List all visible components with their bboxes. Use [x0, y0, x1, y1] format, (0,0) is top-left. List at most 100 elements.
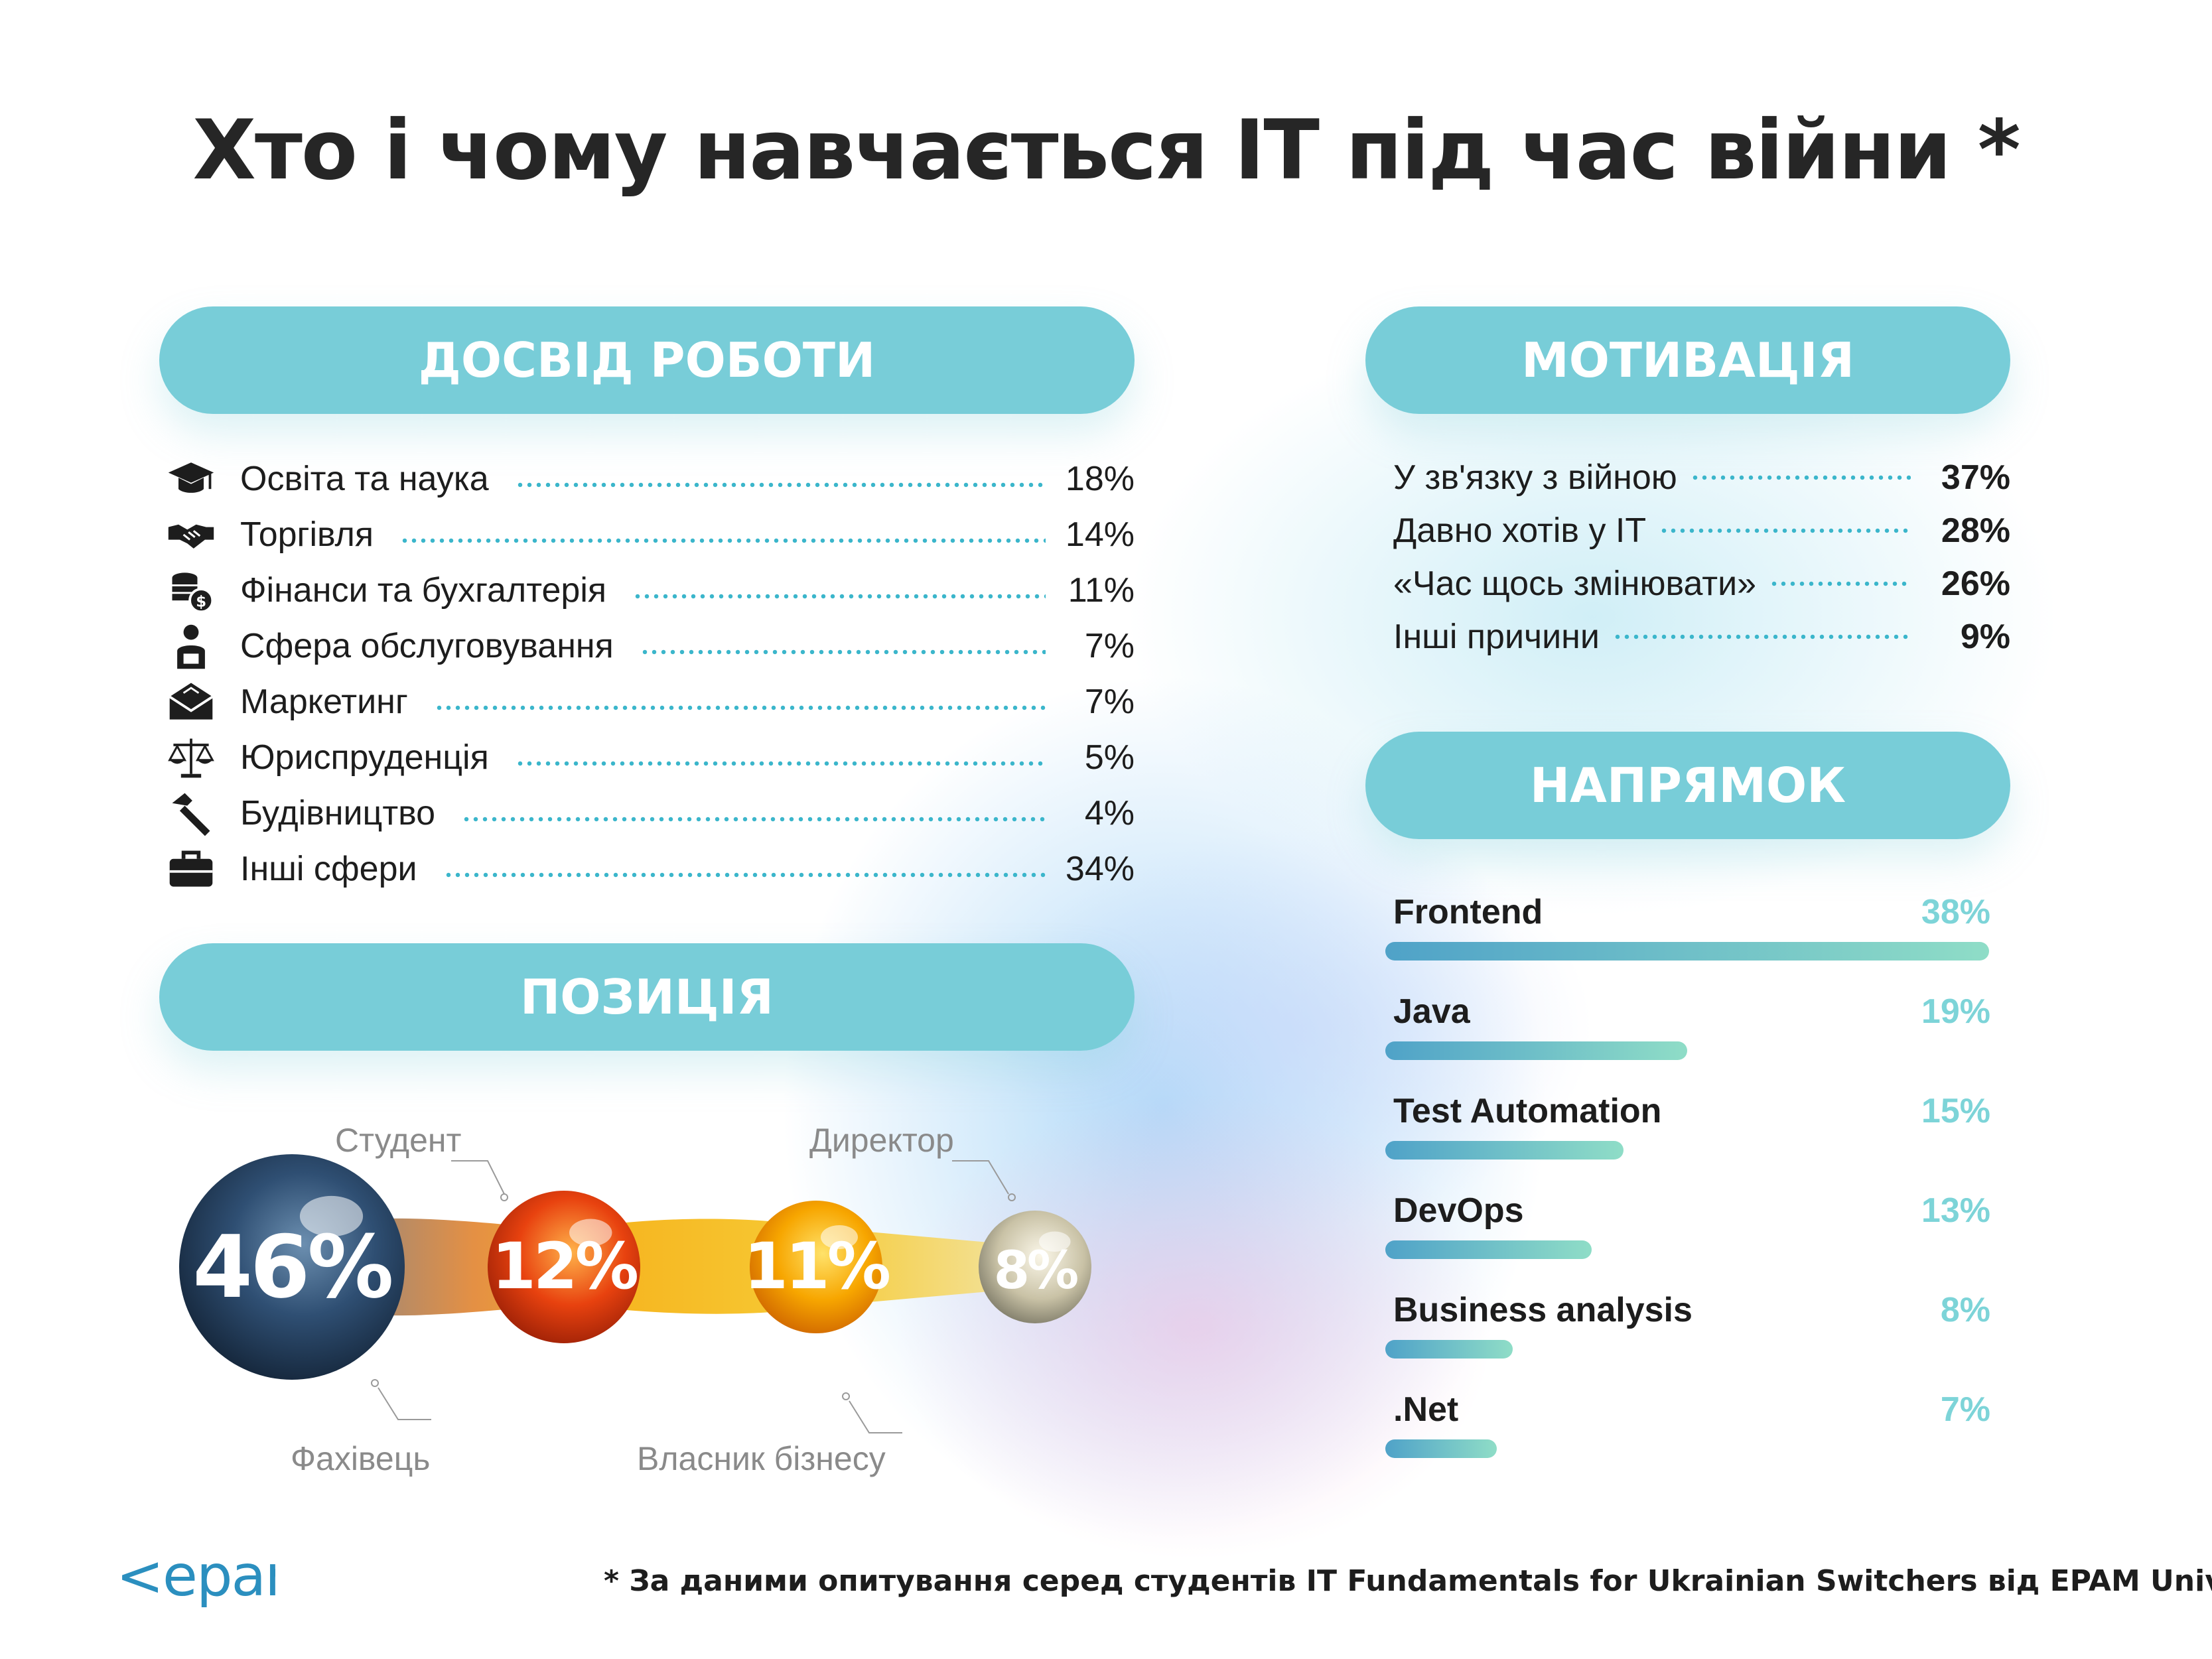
leader-line — [451, 1160, 505, 1195]
page-title: Хто і чому навчається IT під час війни * — [192, 103, 2020, 198]
motivation-value: 28% — [1941, 511, 2010, 550]
experience-header: ДОСВІД РОБОТИ — [159, 306, 1135, 414]
list-item: Сфера обслуговування 7% — [166, 618, 1135, 674]
bubble-value-label: 11% — [744, 1229, 890, 1303]
bubble-highlight — [299, 1195, 364, 1237]
experience-value: 7% — [1084, 683, 1135, 721]
bubble-value-label: 46% — [192, 1217, 391, 1317]
bar-value-label: 19% — [1921, 992, 1990, 1031]
bubble-value-label: 8% — [994, 1241, 1077, 1301]
dotted-leader — [1769, 580, 1911, 588]
bar-label: .Net — [1393, 1390, 1459, 1429]
motivation-label: Інші причини — [1393, 618, 1600, 656]
motivation-value: 9% — [1960, 618, 2010, 656]
leader-line — [952, 1160, 1009, 1195]
envelope-icon — [169, 683, 214, 720]
experience-label: Торгівля — [240, 515, 374, 554]
bar-label: Java — [1393, 992, 1470, 1031]
experience-label: Освіта та наука — [240, 460, 489, 498]
epam-logo: <epam> — [116, 1543, 367, 1626]
motivation-label: У зв'язку з війною — [1393, 458, 1677, 497]
bar-label: DevOps — [1393, 1191, 1524, 1230]
bar — [1385, 1439, 1497, 1458]
experience-value: 7% — [1084, 627, 1135, 665]
bubble-highlight — [1038, 1231, 1071, 1252]
list-item: Маркетинг 7% — [166, 674, 1135, 730]
hammer-icon — [172, 793, 210, 836]
bar-value-label: 15% — [1921, 1092, 1990, 1130]
experience-value: 4% — [1084, 794, 1135, 832]
position-header: ПОЗИЦІЯ — [159, 943, 1135, 1051]
list-item: Освіта та наука 18% — [166, 451, 1135, 507]
motivation-label: «Час щось змінювати» — [1393, 564, 1757, 603]
handshake-icon — [168, 524, 214, 549]
position-bubble-chart: 46% 12% 11% 8% — [179, 1154, 1091, 1433]
list-item: Будівництво 4% — [166, 785, 1135, 841]
list-item: Інші причини 9% — [1393, 610, 2010, 663]
service-worker-icon — [177, 624, 205, 669]
dotted-leader — [400, 537, 1046, 545]
leader-dot — [842, 1392, 850, 1400]
bar-value-label: 13% — [1921, 1191, 1990, 1230]
footnote: * За даними опитування серед студентів I… — [604, 1564, 2212, 1598]
experience-label: Юриспруденція — [240, 738, 489, 777]
briefcase-icon — [169, 850, 213, 887]
leader-line — [378, 1387, 431, 1420]
direction-header: НАПРЯМОК — [1365, 732, 2010, 839]
dotted-leader — [640, 648, 1046, 656]
motivation-label: Давно хотів у IT — [1393, 511, 1647, 550]
position-label-specialist: Фахівець — [291, 1440, 431, 1477]
bubble-highlight — [821, 1225, 858, 1249]
position-label-director: Директор — [809, 1122, 954, 1159]
bar-label: Test Automation — [1393, 1092, 1662, 1130]
dotted-leader — [1690, 474, 1911, 482]
bubble-highlight — [569, 1219, 612, 1246]
list-item: Торгівля 14% — [166, 507, 1135, 563]
dotted-leader — [633, 592, 1046, 600]
motivation-value: 37% — [1941, 458, 2010, 497]
leader-dot — [1008, 1193, 1016, 1201]
list-item: У зв'язку з війною 37% — [1393, 451, 2010, 504]
bubble-value-label: 12% — [492, 1229, 638, 1303]
bar-value-label: 8% — [1940, 1291, 1990, 1329]
dotted-leader — [434, 704, 1046, 712]
bar-label: Business analysis — [1393, 1291, 1693, 1329]
bar — [1385, 942, 1989, 961]
graduation-cap-icon — [168, 462, 214, 493]
dotted-leader — [1659, 527, 1911, 535]
bar-label: Frontend — [1393, 893, 1543, 931]
experience-value: 14% — [1065, 515, 1135, 554]
scales-icon — [168, 738, 214, 778]
bar — [1385, 1240, 1592, 1259]
experience-value: 18% — [1065, 460, 1135, 498]
bar — [1385, 1340, 1513, 1359]
list-item: Інші сфери 34% — [166, 841, 1135, 897]
leader-dot — [500, 1193, 508, 1201]
experience-label: Інші сфери — [240, 850, 417, 888]
experience-label: Фінанси та бухгалтерія — [240, 571, 607, 610]
dotted-leader — [462, 815, 1046, 823]
list-item: $ Фінанси та бухгалтерія 11% — [166, 563, 1135, 618]
motivation-value: 26% — [1941, 564, 2010, 603]
list-item: Юриспруденція 5% — [166, 730, 1135, 785]
experience-value: 11% — [1068, 571, 1135, 610]
dotted-leader — [443, 871, 1046, 879]
list-item: Давно хотів у IT 28% — [1393, 504, 2010, 557]
list-item: «Час щось змінювати» 26% — [1393, 557, 2010, 610]
position-label-business-owner: Власник бізнесу — [637, 1440, 886, 1477]
experience-value: 34% — [1065, 850, 1135, 888]
experience-label: Маркетинг — [240, 683, 408, 721]
coins-icon: $ — [172, 572, 214, 614]
bar — [1385, 1041, 1687, 1060]
dotted-leader — [1612, 633, 1911, 641]
leader-line — [849, 1400, 902, 1433]
position-label-student: Студент — [335, 1122, 462, 1159]
dotted-leader — [515, 481, 1046, 489]
bar-value-label: 38% — [1921, 893, 1990, 931]
experience-label: Сфера обслуговування — [240, 627, 614, 665]
logo-text: <epam> — [116, 1546, 275, 1609]
experience-label: Будівництво — [240, 794, 436, 832]
bar-value-label: 7% — [1940, 1390, 1990, 1429]
bar — [1385, 1141, 1624, 1160]
motivation-header: МОТИВАЦІЯ — [1365, 306, 2010, 414]
